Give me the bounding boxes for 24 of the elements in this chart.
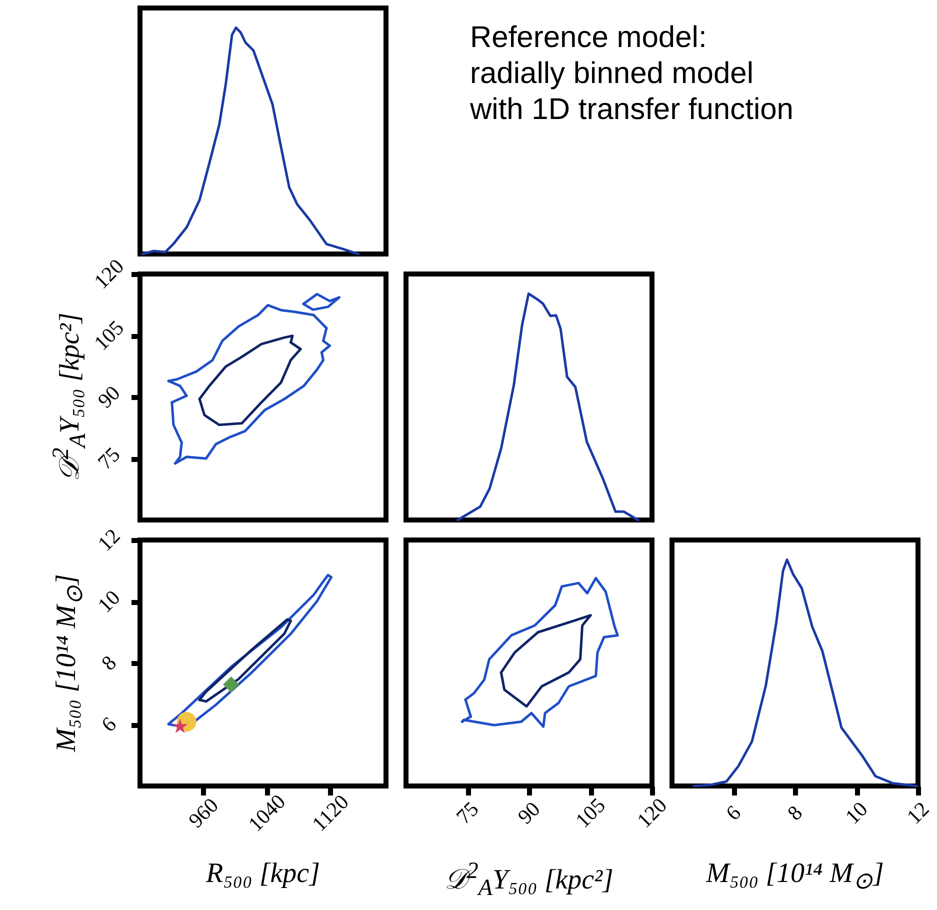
x-tick-label: 8	[782, 800, 807, 825]
x-tick-label: 105	[570, 793, 610, 832]
x-tick-label: 75	[451, 796, 484, 829]
y-tick-label: 12	[92, 524, 125, 556]
y-tick-label: 6	[96, 712, 121, 736]
x-tick-label: 90	[512, 796, 545, 829]
x-tick-label: 120	[632, 793, 672, 832]
y-tick-label: 90	[92, 380, 125, 413]
x-tick-label: 10	[840, 796, 872, 829]
text: radially binned model	[470, 56, 755, 92]
x-tick-label: 1120	[307, 790, 354, 836]
y-tick-label: 105	[89, 316, 128, 355]
x-axis-title: 𝒟$^{2}$$_{A}$Y₅₀₀ [kpc²]	[444, 858, 614, 902]
y-tick-label: 10	[92, 585, 125, 618]
x-axis-title: M₅₀₀ [10¹⁴ M$_{⊙}$]	[706, 858, 884, 896]
text: with 1D transfer function	[470, 92, 794, 128]
text: Reference model:	[470, 20, 708, 56]
x-axis-title: R₅₀₀ [kpc]	[206, 858, 320, 890]
y-tick-label: 120	[89, 254, 128, 294]
x-tick-label: 12	[902, 796, 934, 829]
x-tick-label: 6	[721, 800, 746, 825]
y-tick-label: 75	[92, 442, 125, 474]
x-tick-label: 960	[184, 793, 223, 832]
y-tick-label: 8	[96, 650, 121, 675]
